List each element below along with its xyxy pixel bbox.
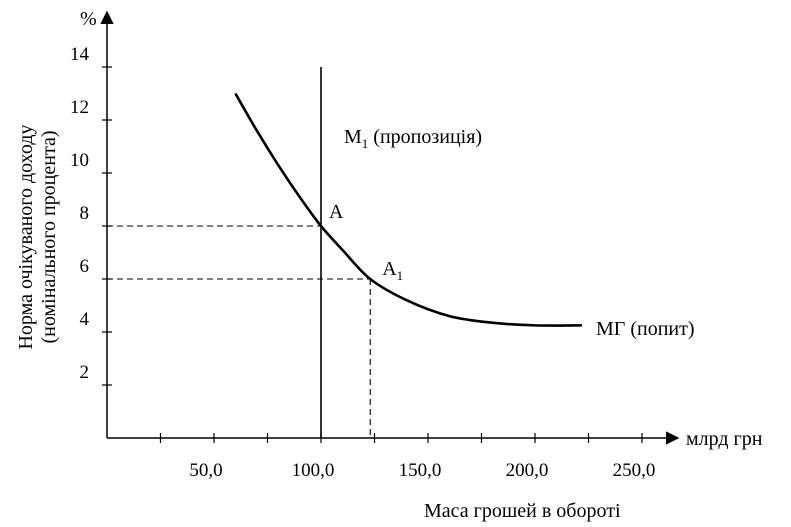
x-ticks: 50,0 100,0 150,0 200,0 250,0 [159, 433, 656, 481]
y-unit: % [80, 8, 97, 30]
curves [234, 67, 583, 438]
guide-lines [107, 225, 371, 438]
y-ticks: 2 4 6 8 10 12 14 [70, 44, 112, 386]
demand-curve [234, 92, 583, 327]
y-tick-label: 14 [70, 44, 90, 65]
x-axis-title: Маса грошей в обороті [424, 500, 621, 522]
y-axis-title-line1: Норма очікуваного доходу [15, 124, 37, 349]
supply-label: M1 (пропозиція) [344, 126, 482, 151]
y-tick-label: 10 [70, 150, 89, 171]
x-unit: млрд грн [686, 428, 763, 450]
chart-labels: % млрд грн Маса грошей в обороті Норма о… [15, 8, 763, 522]
demand-label: МГ (попит) [596, 318, 695, 340]
point-label: A [329, 201, 344, 223]
axes [100, 10, 680, 445]
y-tick-label: 8 [80, 203, 90, 224]
x-tick-label: 50,0 [189, 460, 222, 481]
x-tick-label: 200,0 [506, 460, 549, 481]
y-tick-label: 12 [70, 97, 89, 118]
y-tick-label: 4 [80, 309, 90, 330]
point-label: A1 [382, 258, 403, 283]
y-axis-title-line2: (номінального процента) [38, 131, 60, 344]
x-tick-label: 250,0 [613, 460, 656, 481]
x-tick-label: 150,0 [399, 460, 442, 481]
y-tick-label: 2 [80, 362, 90, 383]
y-tick-label: 6 [80, 256, 90, 277]
x-tick-label: 100,0 [292, 460, 335, 481]
